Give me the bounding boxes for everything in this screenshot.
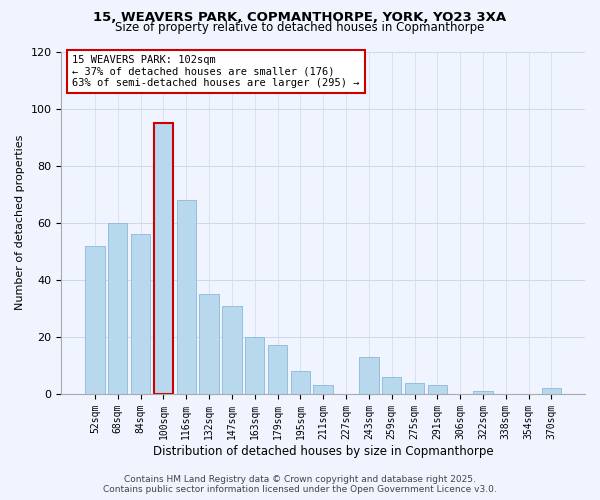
- Bar: [85, 246, 104, 394]
- Bar: [131, 234, 150, 394]
- X-axis label: Distribution of detached houses by size in Copmanthorpe: Distribution of detached houses by size …: [153, 444, 494, 458]
- Text: 15, WEAVERS PARK, COPMANTHORPE, YORK, YO23 3XA: 15, WEAVERS PARK, COPMANTHORPE, YORK, YO…: [94, 11, 506, 24]
- Bar: [268, 346, 287, 394]
- Bar: [428, 386, 447, 394]
- Bar: [199, 294, 219, 394]
- Bar: [154, 123, 173, 394]
- Bar: [382, 377, 401, 394]
- Bar: [245, 337, 265, 394]
- Bar: [405, 382, 424, 394]
- Bar: [176, 200, 196, 394]
- Bar: [108, 222, 127, 394]
- Bar: [222, 306, 242, 394]
- Text: 15 WEAVERS PARK: 102sqm
← 37% of detached houses are smaller (176)
63% of semi-d: 15 WEAVERS PARK: 102sqm ← 37% of detache…: [72, 55, 359, 88]
- Text: Contains HM Land Registry data © Crown copyright and database right 2025.
Contai: Contains HM Land Registry data © Crown c…: [103, 474, 497, 494]
- Text: Size of property relative to detached houses in Copmanthorpe: Size of property relative to detached ho…: [115, 21, 485, 34]
- Y-axis label: Number of detached properties: Number of detached properties: [15, 135, 25, 310]
- Bar: [473, 391, 493, 394]
- Bar: [359, 357, 379, 394]
- Bar: [313, 386, 333, 394]
- Bar: [290, 371, 310, 394]
- Bar: [542, 388, 561, 394]
